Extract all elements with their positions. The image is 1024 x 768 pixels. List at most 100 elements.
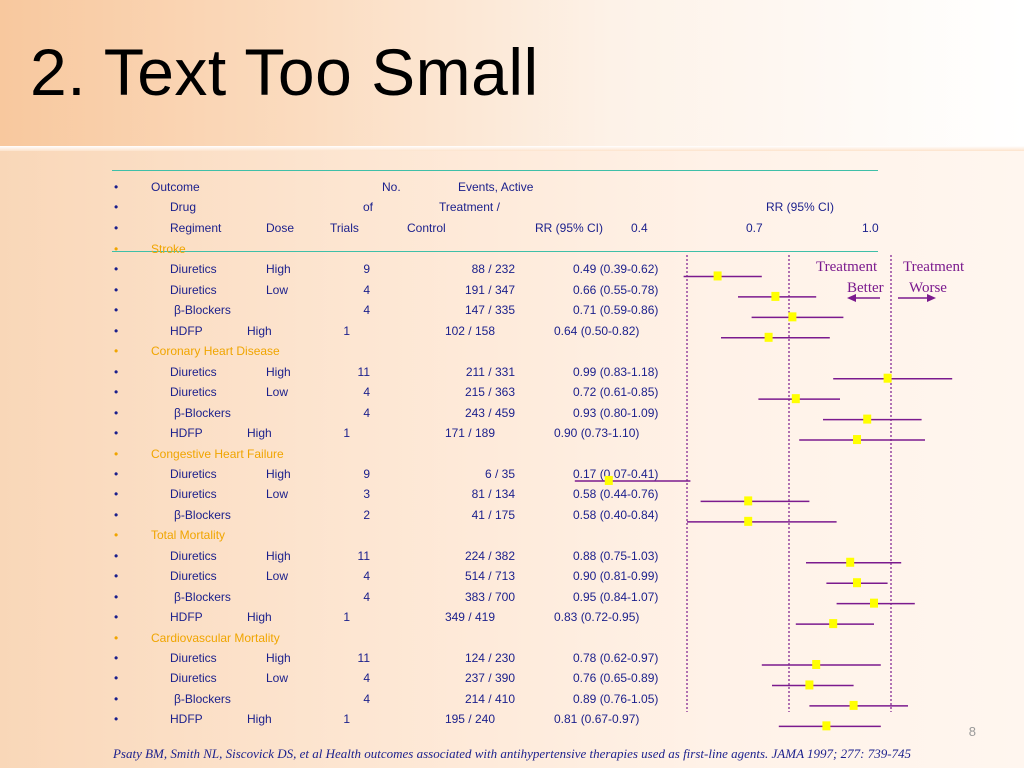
cell-events: 211 / 331 <box>465 364 515 379</box>
cell-dose: High <box>266 262 291 277</box>
cell-rr-ci: 0.78 (0.62-0.97) <box>573 651 659 665</box>
bullet: • <box>114 589 119 604</box>
cell-trials: 4 <box>363 589 370 604</box>
cell-dose: Low <box>266 282 289 297</box>
bullet: • <box>114 344 119 359</box>
cell-drug: Diuretics <box>170 385 217 400</box>
point-estimate <box>829 619 838 629</box>
cell-events: 88 / 232 <box>471 262 515 277</box>
cell-drug: β-Blockers <box>174 589 231 604</box>
cell-trials: 2 <box>363 507 370 522</box>
cell-events: 147 / 335 <box>464 303 515 318</box>
x-tick-label-0.4: 0.4 <box>631 221 648 235</box>
title-band <box>0 0 1024 146</box>
cell-rr-ci: 0.58 (0.44-0.76) <box>573 487 659 502</box>
cell-trials: 1 <box>343 712 350 727</box>
cell-trials: 11 <box>357 651 370 665</box>
cell-drug: HDFP <box>170 610 203 625</box>
cell-drug: β-Blockers <box>174 303 231 318</box>
cell-dose: Low <box>266 385 289 400</box>
header-treatment: Treatment / <box>439 200 500 214</box>
bullet: • <box>114 528 119 543</box>
cell-events: 191 / 347 <box>464 282 515 297</box>
cell-trials: 11 <box>357 548 370 563</box>
legend-better-line2: Better <box>847 280 884 296</box>
cell-rr-ci: 0.93 (0.80-1.09) <box>573 405 659 420</box>
cell-drug: HDFP <box>170 712 203 727</box>
cell-events: 41 / 175 <box>471 507 515 522</box>
cell-trials: 4 <box>363 385 370 400</box>
header-of: of <box>363 200 374 214</box>
cell-events: 214 / 410 <box>464 691 515 706</box>
cell-drug: β-Blockers <box>174 691 231 706</box>
cell-events: 171 / 189 <box>444 426 495 441</box>
cell-events: 237 / 390 <box>464 671 515 686</box>
point-estimate <box>604 475 613 485</box>
cell-dose: High <box>247 712 272 727</box>
cell-rr-ci: 0.72 (0.61-0.85) <box>573 385 659 400</box>
x-tick-label-0.7: 0.7 <box>746 221 763 235</box>
header-bottom-rule <box>112 251 878 252</box>
header-drug: Drug <box>170 200 197 214</box>
cell-events: 383 / 700 <box>464 589 515 604</box>
point-estimate <box>744 516 753 526</box>
bullet: • <box>114 671 119 686</box>
cell-dose: High <box>247 323 272 338</box>
cell-rr-ci: 0.90 (0.81-0.99) <box>573 569 659 584</box>
cell-drug: Diuretics <box>170 548 217 563</box>
cell-dose: High <box>247 610 272 625</box>
cell-events: 81 / 134 <box>471 487 515 502</box>
point-estimate <box>849 700 858 710</box>
bullet: • <box>114 200 119 214</box>
point-estimate <box>764 332 773 342</box>
title-band-edge <box>0 146 1024 151</box>
cell-events: 215 / 363 <box>464 385 515 400</box>
cell-drug: Diuretics <box>170 262 217 277</box>
bullet: • <box>114 221 119 235</box>
header-outcome: Outcome <box>151 180 200 194</box>
cell-drug: Diuretics <box>170 282 217 297</box>
cell-trials: 11 <box>357 364 370 379</box>
cell-trials: 3 <box>363 487 370 502</box>
cell-rr-ci: 0.66 (0.55-0.78) <box>573 282 659 297</box>
cell-events: 243 / 459 <box>464 405 515 420</box>
cell-rr-ci: 0.89 (0.76-1.05) <box>573 691 659 706</box>
header-control: Control <box>407 221 446 235</box>
point-estimate <box>805 680 814 690</box>
header-rrci: RR (95% CI) <box>535 221 604 235</box>
point-estimate <box>744 496 753 506</box>
cell-trials: 4 <box>363 569 370 584</box>
cell-rr-ci: 0.95 (0.84-1.07) <box>573 589 659 604</box>
x-tick-label-1.0: 1.0 <box>862 221 879 235</box>
bullet: • <box>114 466 119 481</box>
cell-dose: High <box>266 364 291 379</box>
legend-worse-line1: Treatment <box>903 259 965 275</box>
cell-dose: Low <box>266 671 289 686</box>
bullet: • <box>114 446 119 461</box>
page-number: 8 <box>968 724 976 739</box>
cell-rr-ci: 0.71 (0.59-0.86) <box>573 303 659 318</box>
cell-trials: 4 <box>363 405 370 420</box>
cell-dose: High <box>266 548 291 563</box>
cell-dose: High <box>247 426 272 441</box>
cell-trials: 1 <box>343 610 350 625</box>
cell-drug: β-Blockers <box>174 405 231 420</box>
bullet: • <box>114 691 119 706</box>
cell-rr-ci: 0.58 (0.40-0.84) <box>573 507 659 522</box>
bullet: • <box>114 426 119 441</box>
bullet: • <box>114 323 119 338</box>
cell-rr-ci: 0.17 (0.07-0.41) <box>573 466 659 481</box>
cell-events: 102 / 158 <box>444 323 495 338</box>
cell-rr-ci: 0.83 (0.72-0.95) <box>554 610 640 625</box>
cell-events: 6 / 35 <box>484 466 515 481</box>
cell-rr-ci: 0.76 (0.65-0.89) <box>573 671 659 686</box>
cell-dose: Low <box>266 569 289 584</box>
cell-drug: Diuretics <box>170 487 217 502</box>
point-estimate <box>883 373 892 383</box>
point-estimate <box>788 312 797 322</box>
bullet: • <box>114 630 119 645</box>
section-label: Total Mortality <box>151 528 226 543</box>
cell-trials: 4 <box>363 282 370 297</box>
cell-trials: 4 <box>363 303 370 318</box>
